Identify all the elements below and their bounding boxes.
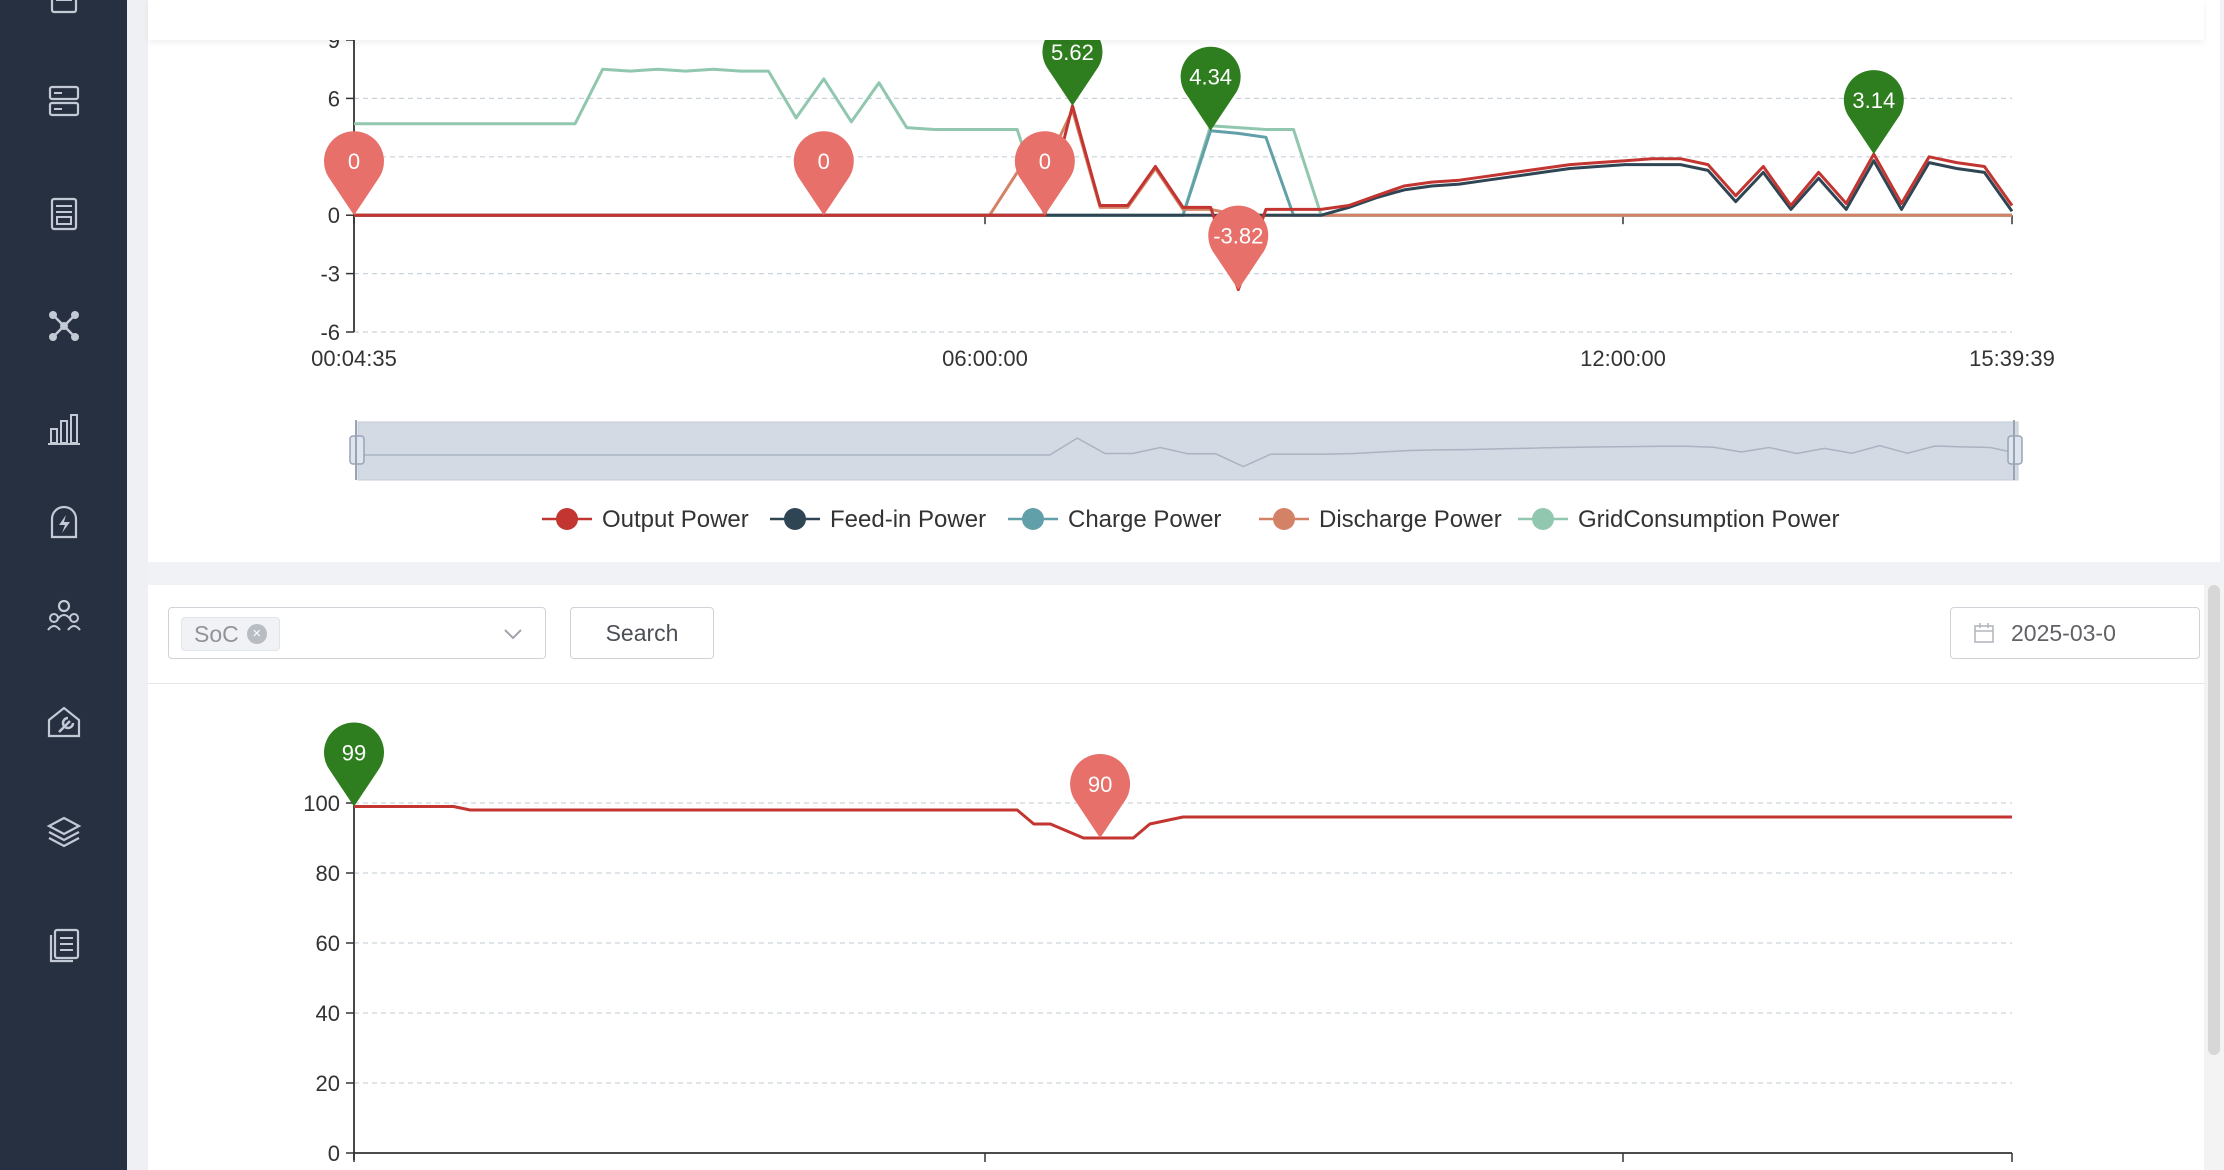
legend-label: Output Power: [602, 506, 749, 533]
power-marker-label: 4.34: [1189, 65, 1232, 90]
legend-dot: [556, 508, 578, 530]
scrollbar[interactable]: [2204, 585, 2224, 1170]
legend-item[interactable]: Charge Power: [1008, 506, 1221, 533]
dashboard-icon[interactable]: [44, 0, 84, 26]
calendar-icon: [1973, 622, 1995, 644]
power-marker-pin: [1208, 205, 1269, 290]
power-marker-pin: [1042, 21, 1103, 106]
selected-tag-label: SoC: [194, 620, 239, 647]
legend-label: Discharge Power: [1319, 506, 1502, 533]
content-gutter: [127, 0, 148, 1170]
power-marker-pin: [324, 131, 385, 216]
power-y-tick-label: -6: [320, 320, 340, 345]
soc-marker-label: 99: [342, 741, 366, 766]
soc-y-tick-label: 100: [303, 791, 340, 816]
legend-dot: [1532, 508, 1554, 530]
layers-icon[interactable]: [44, 812, 84, 852]
bar-chart-icon[interactable]: [44, 409, 84, 449]
power-y-tick-label: -3: [320, 262, 340, 287]
server-icon[interactable]: [44, 81, 84, 121]
filter-bar: SoC × Search 2025-03-0: [148, 585, 2204, 684]
selected-tag: SoC ×: [181, 617, 280, 651]
soc-chart-card: [148, 585, 2204, 1170]
soc-marker-pin: [1070, 754, 1131, 838]
power-chart: -6-3036900:04:3506:00:0012:00:0015:39:39…: [311, 21, 2055, 533]
power-marker-label: 3.14: [1852, 88, 1895, 113]
legend-dot: [1273, 508, 1295, 530]
sidebar: [0, 0, 127, 1170]
power-y-tick-label: 0: [328, 203, 340, 228]
legend-label: Feed-in Power: [830, 506, 986, 533]
scrollbar-thumb[interactable]: [2208, 585, 2220, 1055]
soc-y-tick-label: 0: [328, 1141, 340, 1166]
power-marker-label: 5.62: [1051, 40, 1094, 65]
network-icon[interactable]: [44, 306, 84, 346]
power-x-tick-label: 15:39:39: [1969, 346, 2055, 371]
soc-y-tick-label: 60: [316, 931, 340, 956]
power-marker-pin: [793, 131, 854, 216]
documents-icon[interactable]: [44, 925, 84, 965]
soc-y-tick-label: 20: [316, 1071, 340, 1096]
charging-icon[interactable]: [44, 503, 84, 543]
soc-y-tick-label: 40: [316, 1001, 340, 1026]
power-x-tick-label: 12:00:00: [1580, 346, 1666, 371]
top-toolbar-strip: [148, 0, 2204, 40]
legend-item[interactable]: Output Power: [542, 506, 749, 533]
legend-item[interactable]: GridConsumption Power: [1518, 506, 1839, 533]
legend-dot: [784, 508, 806, 530]
power-marker-label: 0: [1039, 149, 1051, 174]
zoom-slider-track: [357, 421, 2019, 481]
tag-close-icon[interactable]: ×: [246, 624, 267, 644]
legend-dot: [1022, 508, 1044, 530]
report-icon[interactable]: [44, 194, 84, 234]
power-marker-pin: [1843, 70, 1904, 155]
power-y-tick-label: 6: [328, 86, 340, 111]
metric-select[interactable]: SoC ×: [168, 607, 546, 659]
date-value: 2025-03-0: [2011, 619, 2116, 646]
search-button[interactable]: Search: [570, 607, 714, 659]
power-marker-pin: [1180, 46, 1241, 131]
chevron-down-icon[interactable]: [503, 624, 523, 644]
series-line-output-power: [354, 104, 2014, 292]
zoom-slider-preview: [358, 437, 2019, 468]
power-marker-label: -3.82: [1213, 224, 1263, 249]
legend-item[interactable]: Discharge Power: [1259, 506, 1502, 533]
soc-marker-label: 90: [1088, 772, 1112, 797]
legend-label: GridConsumption Power: [1578, 506, 1839, 533]
power-x-tick-label: 00:04:35: [311, 346, 397, 371]
date-picker[interactable]: 2025-03-0: [1950, 607, 2200, 659]
legend-label: Charge Power: [1068, 506, 1221, 533]
series-line-soc: [354, 805, 2012, 840]
soc-y-tick-label: 80: [316, 861, 340, 886]
legend-item[interactable]: Feed-in Power: [770, 506, 986, 533]
users-icon[interactable]: [44, 596, 84, 636]
soc-marker-pin: [324, 722, 385, 807]
maintenance-icon[interactable]: [44, 702, 84, 742]
power-marker-pin: [1014, 131, 1075, 216]
power-marker-label: 0: [818, 149, 830, 174]
power-x-tick-label: 06:00:00: [942, 346, 1028, 371]
power-marker-label: 0: [348, 149, 360, 174]
